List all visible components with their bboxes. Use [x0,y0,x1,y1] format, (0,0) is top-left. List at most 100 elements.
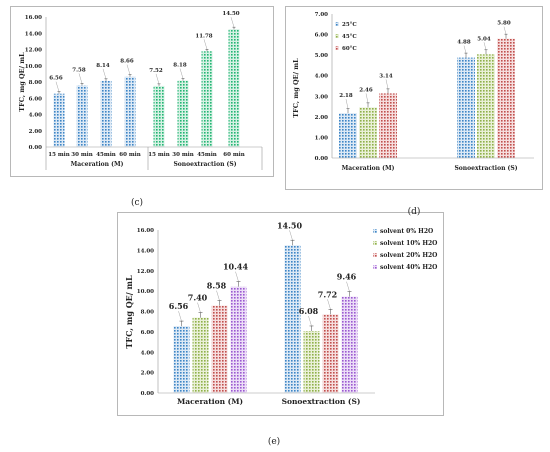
panel-c-data-label: 8.14 [96,63,110,69]
panel-d-bar [457,57,475,158]
panel-d-y-tick-label: 3.00 [315,94,329,100]
panel-d-y-tick-label: 4.00 [315,74,329,80]
panel-e-data-label: 10.44 [223,262,248,272]
panel-d-bar [359,107,377,158]
panel-c-data-label: 8.18 [173,63,187,69]
panel-c-x-tick-label: 30 min [71,152,92,158]
panel-d-legend-swatch [335,22,339,26]
panel-e-label-leader [308,316,312,327]
panel-d-label-leader [345,99,349,109]
panel-c-data-label: 6.56 [49,76,63,82]
panel-e-bar [173,326,190,393]
panel-d-data-label: 2.46 [359,87,373,93]
panel-d-legend-label: 45°C [342,34,357,40]
panel-d-frame [285,6,543,190]
panel-c-label-leader [179,68,184,79]
panel-d-legend-label: 25°C [342,22,357,28]
panel-c-label-leader [78,73,83,84]
panel-c-caption: (c) [131,197,143,208]
panel-e-legend-swatch [373,253,377,257]
panel-c-bar [100,80,112,147]
panel-d-label-leader [365,93,369,103]
panel-e-y-tick-label: 10.00 [137,289,154,295]
panel-d-y-tick-label: 5.00 [315,53,329,59]
panel-d-label-leader [483,42,487,50]
panel-c-group-label-sonoextraction: Sonoextraction (S) [173,161,236,168]
panel-c-y-axis-label: TFC, mg QE/ mL [18,52,26,112]
panel-c-label-leader [126,64,131,75]
panel-d-data-label: 5.04 [477,36,491,42]
panel-d-data-label: 2.18 [339,93,353,99]
panel-c-label-leader [102,68,107,79]
panel-c-x-tick-label: 15 min [148,152,169,158]
panel-d-x-category-label: Maceration (M) [342,165,395,172]
panel-d-x-category-label: Sonoextraction (S) [454,165,517,172]
panel-c-y-tick-label: 2.00 [29,129,43,135]
panel-c-data-label: 14.50 [222,11,239,17]
panel-e-y-tick-label: 8.00 [141,310,155,316]
panel-e-data-label: 6.56 [169,301,189,311]
panel-c-label-leader [55,81,60,92]
panel-e-legend-swatch [373,241,377,245]
panel-e-label-leader [289,230,293,241]
panel-e-data-label: 9.46 [337,272,357,282]
panel-d-caption: (d) [408,206,421,217]
panel-c-bar [124,76,136,147]
panel-e-data-label: 8.58 [207,281,227,291]
panel-e-data-label: 7.72 [318,289,337,299]
panel-c-y-tick-label: 0.00 [29,145,43,151]
panel-d-legend-label: 60°C [342,46,357,52]
panel-d-data-label: 4.88 [457,40,471,46]
panel-d-label-leader [503,26,507,35]
panel-c-bar [76,85,88,147]
panel-e-label-leader [327,299,331,310]
panel-e-y-tick-label: 0.00 [141,391,155,397]
panel-c-x-tick-label: 45min [197,152,217,158]
panel-e-y-tick-label: 6.00 [141,330,155,336]
panel-e-bar [211,305,228,393]
panel-e-bar [303,331,320,393]
panel-d-legend-swatch [335,46,339,50]
panel-c-y-tick-label: 4.00 [29,113,43,119]
panel-c-x-tick-label: 30 min [172,152,193,158]
panel-e-y-tick-label: 14.00 [137,248,154,254]
panel-c-x-tick-label: 15 min [48,152,69,158]
panel-e-data-label: 7.40 [188,293,208,303]
panel-d-y-tick-label: 7.00 [315,12,329,18]
panel-e-legend-label: solvent 0% H2O [380,228,433,235]
panel-c-group-label-maceration: Maceration (M) [71,161,124,168]
panel-c-y-tick-label: 10.00 [25,64,42,70]
panel-c-chart: TFC, mg QE/ mL 0.00 2.00 4.00 6.00 8.00 10.00… [18,11,263,170]
panel-e-data-label: 14.50 [277,220,302,230]
panel-d-data-label: 5.80 [497,21,511,27]
panel-c-bar [201,51,213,147]
panel-d-bar [379,93,397,158]
panel-c-x-tick-label: 60 min [119,152,140,158]
panel-e-x-category-label: Maceration (M) [177,397,243,406]
panel-e-legend-swatch [373,265,377,269]
panel-d-bar [497,38,515,158]
panel-c-label-leader [230,17,235,28]
panel-c-bar [153,85,165,147]
panel-e-chart: TFC, mg QE/ mL 0.00 2.00 4.00 6.00 8.00 10.00… [124,220,437,406]
panel-d-y-tick-label: 2.00 [315,115,329,121]
panel-e-bar [341,296,358,393]
panel-e-legend-swatch [373,229,377,233]
panel-e-y-axis-label: TFC, mg QE/ mL [124,275,134,349]
panel-c-y-tick-label: 16.00 [25,15,42,21]
panel-e-x-category-label: Sonoextraction (S) [282,397,361,406]
panel-d-label-leader [385,79,389,89]
panel-d-bar [339,113,357,158]
panel-d-label-leader [463,45,467,54]
panel-d-data-label: 3.14 [379,73,393,79]
panel-c-bar [228,29,240,147]
panel-c-bar [53,93,65,147]
panel-d-y-tick-label: 6.00 [315,33,329,39]
panel-e-y-tick-label: 2.00 [141,371,155,377]
panel-e-frame [117,212,444,416]
panel-c-data-label: 7.58 [72,67,86,73]
panel-e-label-leader [216,290,220,301]
panel-e-y-tick-label: 12.00 [137,269,154,275]
panel-c-bar [177,80,189,147]
